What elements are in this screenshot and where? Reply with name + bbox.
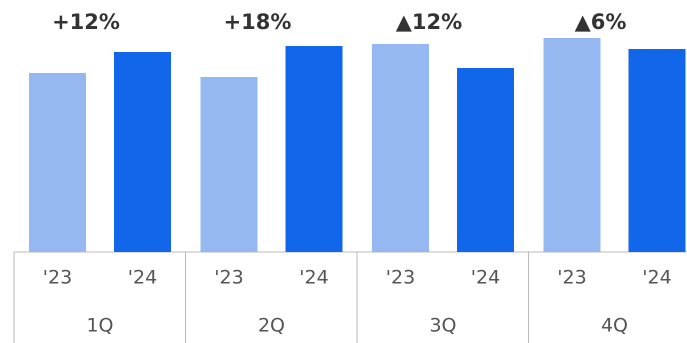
bar <box>628 49 686 252</box>
x-tick-label: '23 <box>43 267 72 289</box>
group-label: 3Q <box>429 315 456 337</box>
x-tick-label: '23 <box>386 267 415 289</box>
x-tick-label: '23 <box>557 267 586 289</box>
bar <box>114 52 171 252</box>
change-annotation: ▲12% <box>396 10 462 34</box>
bar <box>372 44 429 252</box>
x-tick-label: '24 <box>299 267 328 289</box>
change-annotation: +18% <box>224 10 292 34</box>
x-tick-label: '23 <box>214 267 243 289</box>
group-label: 4Q <box>601 315 628 337</box>
change-annotation: ▲6% <box>575 10 627 34</box>
x-tick-label: '24 <box>471 267 500 289</box>
bar <box>543 38 601 252</box>
bar <box>29 73 86 252</box>
change-annotation: +12% <box>52 10 120 34</box>
bar <box>457 68 514 252</box>
bar <box>200 77 258 252</box>
x-tick-label: '24 <box>128 267 157 289</box>
group-label: 1Q <box>86 315 113 337</box>
bar <box>285 46 343 252</box>
group-label: 2Q <box>258 315 285 337</box>
x-tick-label: '24 <box>642 267 671 289</box>
